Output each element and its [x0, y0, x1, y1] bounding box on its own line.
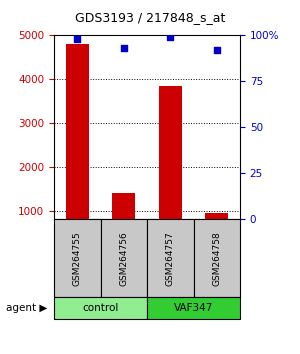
Point: [214, 47, 219, 53]
Text: GSM264756: GSM264756: [119, 231, 128, 286]
Text: VAF347: VAF347: [174, 303, 213, 313]
Bar: [159, 86, 182, 219]
Point: [75, 36, 80, 42]
Text: GSM264757: GSM264757: [166, 231, 175, 286]
FancyBboxPatch shape: [147, 219, 194, 297]
FancyBboxPatch shape: [54, 219, 100, 297]
Bar: [66, 44, 89, 219]
FancyBboxPatch shape: [54, 297, 147, 319]
FancyBboxPatch shape: [194, 219, 240, 297]
Text: GSM264758: GSM264758: [212, 231, 221, 286]
Text: control: control: [82, 303, 119, 313]
Point: [122, 45, 126, 51]
Point: [168, 34, 173, 40]
Bar: [112, 193, 135, 219]
Bar: [205, 213, 228, 219]
FancyBboxPatch shape: [147, 297, 240, 319]
Text: agent ▶: agent ▶: [6, 303, 47, 313]
FancyBboxPatch shape: [100, 219, 147, 297]
Text: GSM264755: GSM264755: [73, 231, 82, 286]
Text: GDS3193 / 217848_s_at: GDS3193 / 217848_s_at: [75, 11, 225, 24]
